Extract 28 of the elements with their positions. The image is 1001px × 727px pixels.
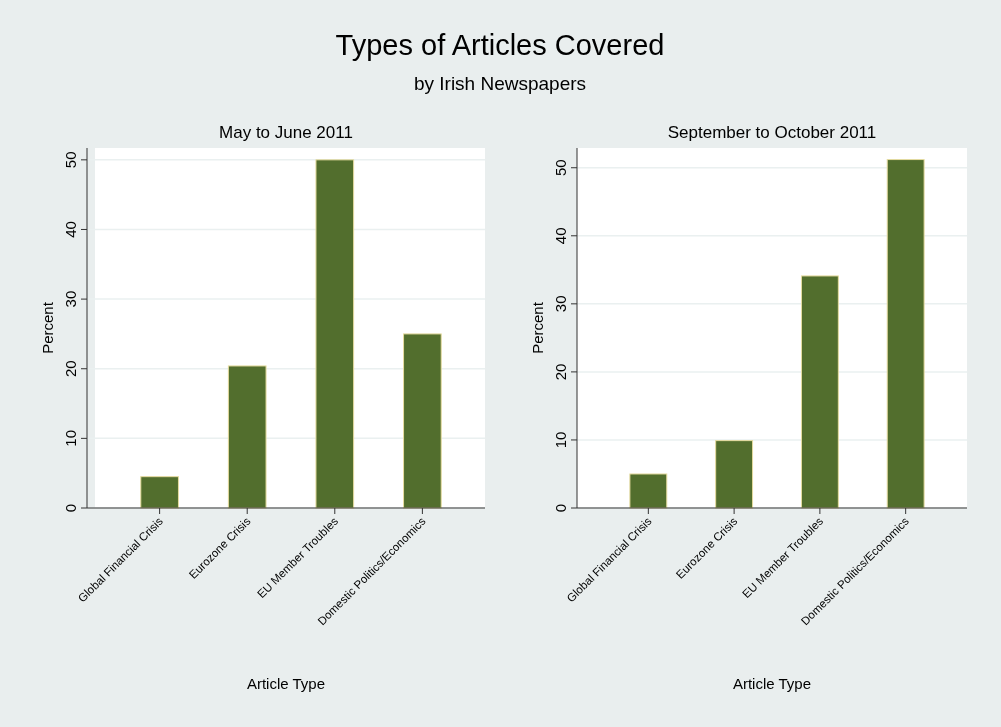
chart-title: September to October 2011: [667, 123, 877, 142]
y-tick-label: 30: [552, 295, 569, 313]
y-axis-title: Percent: [529, 301, 546, 354]
bar: [227, 365, 267, 509]
y-tick-label: 0: [62, 503, 79, 513]
y-tick-label: 40: [62, 221, 79, 238]
bar: [315, 159, 355, 509]
bar: [629, 473, 668, 509]
y-tick-label: 50: [552, 159, 569, 177]
x-axis-title: Article Type: [246, 675, 326, 692]
bar: [140, 476, 179, 509]
bar: [403, 333, 442, 509]
bar: [800, 275, 839, 509]
y-tick-label: 40: [552, 227, 569, 245]
chart-title: May to June 2011: [219, 123, 353, 142]
y-axis-title: Percent: [39, 301, 56, 354]
x-axis-title: Article Type: [732, 675, 812, 692]
bar: [886, 159, 925, 509]
y-tick-label: 0: [552, 503, 569, 513]
y-tick-label: 10: [62, 430, 79, 447]
text: by Irish Newspapers: [413, 73, 587, 94]
y-tick-label: 50: [62, 151, 79, 169]
y-tick-label: 30: [62, 290, 79, 308]
y-tick-label: 20: [62, 360, 79, 378]
text: Types of Articles Covered: [335, 29, 665, 61]
bar: [715, 440, 754, 509]
y-tick-label: 10: [552, 431, 569, 449]
y-tick-label: 20: [552, 363, 569, 381]
